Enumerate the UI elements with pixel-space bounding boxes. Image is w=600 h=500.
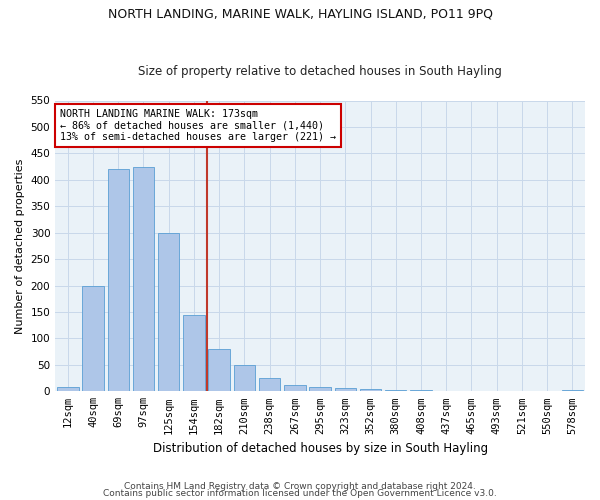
Bar bbox=[233, 365, 255, 392]
Bar bbox=[360, 388, 381, 392]
X-axis label: Distribution of detached houses by size in South Hayling: Distribution of detached houses by size … bbox=[152, 442, 488, 455]
Title: Size of property relative to detached houses in South Hayling: Size of property relative to detached ho… bbox=[138, 66, 502, 78]
Bar bbox=[284, 385, 305, 392]
Bar bbox=[158, 232, 179, 392]
Bar bbox=[310, 387, 331, 392]
Bar bbox=[82, 286, 104, 392]
Text: NORTH LANDING, MARINE WALK, HAYLING ISLAND, PO11 9PQ: NORTH LANDING, MARINE WALK, HAYLING ISLA… bbox=[107, 8, 493, 20]
Y-axis label: Number of detached properties: Number of detached properties bbox=[15, 158, 25, 334]
Bar bbox=[183, 314, 205, 392]
Bar bbox=[385, 390, 406, 392]
Text: NORTH LANDING MARINE WALK: 173sqm
← 86% of detached houses are smaller (1,440)
1: NORTH LANDING MARINE WALK: 173sqm ← 86% … bbox=[61, 109, 337, 142]
Bar bbox=[133, 166, 154, 392]
Bar bbox=[208, 349, 230, 392]
Bar bbox=[107, 169, 129, 392]
Bar bbox=[57, 387, 79, 392]
Bar bbox=[259, 378, 280, 392]
Text: Contains HM Land Registry data © Crown copyright and database right 2024.: Contains HM Land Registry data © Crown c… bbox=[124, 482, 476, 491]
Bar bbox=[436, 391, 457, 392]
Bar bbox=[410, 390, 432, 392]
Text: Contains public sector information licensed under the Open Government Licence v3: Contains public sector information licen… bbox=[103, 490, 497, 498]
Bar bbox=[562, 390, 583, 392]
Bar bbox=[335, 388, 356, 392]
